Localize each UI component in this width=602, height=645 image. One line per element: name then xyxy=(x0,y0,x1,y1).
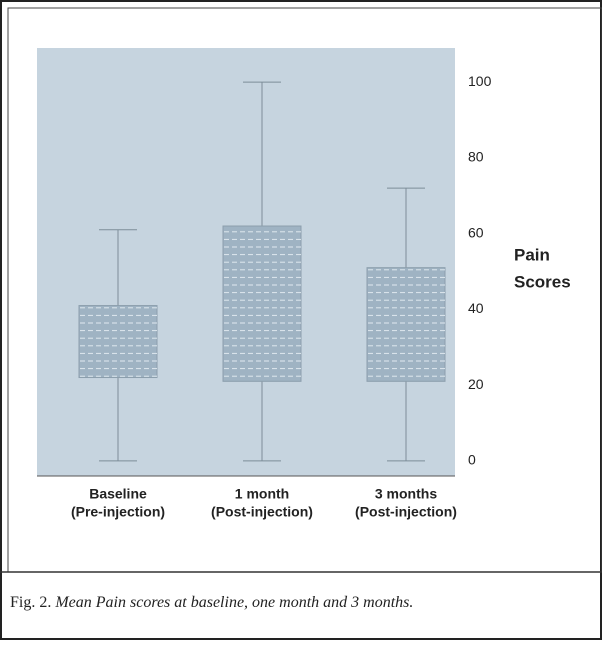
x-tick-label: 1 month xyxy=(235,486,289,502)
caption-label: Fig. 2. xyxy=(10,594,51,611)
y-tick-label: 40 xyxy=(468,300,484,316)
x-tick-label: (Post-injection) xyxy=(211,504,313,520)
x-tick-label: (Pre-injection) xyxy=(71,504,165,520)
y-tick-label: 20 xyxy=(468,376,484,392)
x-tick-label: 3 months xyxy=(375,486,437,502)
x-tick-label: (Post-injection) xyxy=(355,504,457,520)
y-tick-label: 0 xyxy=(468,452,476,468)
y-title: Pain xyxy=(514,245,550,264)
caption-text: Mean Pain scores at baseline, one month … xyxy=(54,594,413,611)
y-tick-label: 60 xyxy=(468,224,484,240)
box-texture xyxy=(223,226,301,382)
x-tick-label: Baseline xyxy=(89,486,147,502)
y-title: Scores xyxy=(514,272,571,291)
y-tick-label: 80 xyxy=(468,149,484,165)
y-tick-label: 100 xyxy=(468,73,492,89)
box-texture xyxy=(79,305,157,378)
box-texture xyxy=(367,267,445,382)
caption: Fig. 2. Mean Pain scores at baseline, on… xyxy=(10,594,413,611)
